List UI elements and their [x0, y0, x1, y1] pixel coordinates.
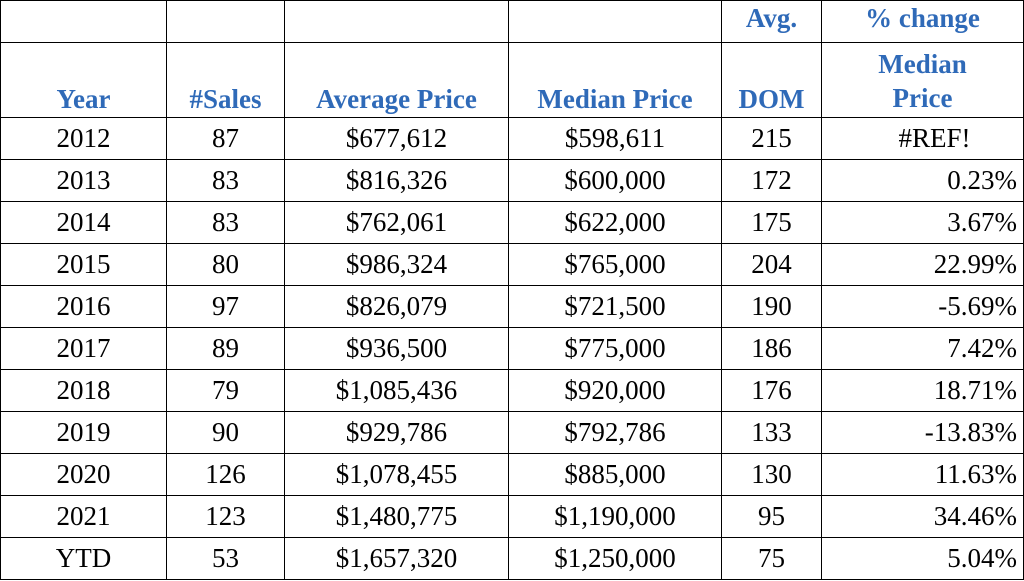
header-pct-change: % change: [821, 0, 1024, 43]
header-pct-line3: Price: [892, 83, 953, 113]
cell-sales: 89: [166, 327, 285, 370]
cell-dom: 215: [721, 117, 822, 160]
cell-average-price: $1,078,455: [284, 453, 509, 496]
cell-dom: 75: [721, 537, 822, 580]
cell-dom: 133: [721, 411, 822, 454]
table-row: 2020 126 $1,078,455 $885,000 130 11.63%: [0, 453, 1024, 496]
table-row: 2015 80 $986,324 $765,000 204 22.99%: [0, 243, 1024, 286]
cell-sales: 90: [166, 411, 285, 454]
cell-average-price: $986,324: [284, 243, 509, 286]
table-row: 2013 83 $816,326 $600,000 172 0.23%: [0, 159, 1024, 202]
cell-year: 2012: [0, 117, 167, 160]
cell-year: 2017: [0, 327, 167, 370]
cell-pct-change: 7.42%: [821, 327, 1024, 370]
header-median-price-change: Median Price: [821, 42, 1024, 118]
table-row: 2014 83 $762,061 $622,000 175 3.67%: [0, 201, 1024, 244]
cell-sales: 97: [166, 285, 285, 328]
cell-median-price: $920,000: [508, 369, 722, 412]
cell-pct-change: 18.71%: [821, 369, 1024, 412]
cell-median-price: $792,786: [508, 411, 722, 454]
cell-dom: 130: [721, 453, 822, 496]
header-sales: #Sales: [166, 42, 285, 118]
cell-pct-change: 22.99%: [821, 243, 1024, 286]
header-empty-cell: [0, 0, 167, 43]
cell-average-price: $816,326: [284, 159, 509, 202]
header-empty-cell: [508, 0, 722, 43]
cell-average-price: $1,085,436: [284, 369, 509, 412]
cell-sales: 53: [166, 537, 285, 580]
cell-year: 2015: [0, 243, 167, 286]
cell-year: YTD: [0, 537, 167, 580]
cell-average-price: $762,061: [284, 201, 509, 244]
cell-dom: 190: [721, 285, 822, 328]
cell-pct-change: 34.46%: [821, 495, 1024, 538]
cell-dom: 175: [721, 201, 822, 244]
header-empty-cell: [166, 0, 285, 43]
table-row: YTD 53 $1,657,320 $1,250,000 75 5.04%: [0, 537, 1024, 580]
cell-year: 2019: [0, 411, 167, 454]
cell-year: 2014: [0, 201, 167, 244]
cell-sales: 80: [166, 243, 285, 286]
table-row: 2021 123 $1,480,775 $1,190,000 95 34.46%: [0, 495, 1024, 538]
cell-pct-change: 11.63%: [821, 453, 1024, 496]
header-median-price: Median Price: [508, 42, 722, 118]
header-empty-cell: [284, 0, 509, 43]
header-year: Year: [0, 42, 167, 118]
cell-dom: 172: [721, 159, 822, 202]
cell-pct-change: -5.69%: [821, 285, 1024, 328]
cell-dom: 186: [721, 327, 822, 370]
header-average-price: Average Price: [284, 42, 509, 118]
cell-median-price: $600,000: [508, 159, 722, 202]
header-dom: DOM: [721, 42, 822, 118]
header-row: Year #Sales Average Price Median Price D…: [0, 42, 1024, 118]
cell-median-price: $765,000: [508, 243, 722, 286]
cell-year: 2020: [0, 453, 167, 496]
cell-average-price: $1,480,775: [284, 495, 509, 538]
cell-year: 2021: [0, 495, 167, 538]
cell-pct-change: #REF!: [821, 117, 1024, 160]
cell-average-price: $929,786: [284, 411, 509, 454]
header-dom-top: Avg.: [721, 0, 822, 43]
cell-year: 2018: [0, 369, 167, 412]
cell-dom: 204: [721, 243, 822, 286]
table-row: 2018 79 $1,085,436 $920,000 176 18.71%: [0, 369, 1024, 412]
cell-sales: 123: [166, 495, 285, 538]
cell-year: 2016: [0, 285, 167, 328]
table-body: 2012 87 $677,612 $598,611 215 #REF! 2013 83 $816…: [0, 117, 1024, 580]
cell-average-price: $936,500: [284, 327, 509, 370]
cell-median-price: $1,250,000: [508, 537, 722, 580]
cell-median-price: $622,000: [508, 201, 722, 244]
cell-median-price: $775,000: [508, 327, 722, 370]
cell-dom: 95: [721, 495, 822, 538]
table-row: 2016 97 $826,079 $721,500 190 -5.69%: [0, 285, 1024, 328]
cell-median-price: $721,500: [508, 285, 722, 328]
cell-pct-change: 5.04%: [821, 537, 1024, 580]
cell-average-price: $826,079: [284, 285, 509, 328]
header-top-row: Avg. % change: [0, 0, 1024, 43]
table-row: 2019 90 $929,786 $792,786 133 -13.83%: [0, 411, 1024, 454]
cell-pct-change: 3.67%: [821, 201, 1024, 244]
cell-average-price: $1,657,320: [284, 537, 509, 580]
cell-sales: 87: [166, 117, 285, 160]
cell-dom: 176: [721, 369, 822, 412]
cell-sales: 83: [166, 201, 285, 244]
cell-median-price: $885,000: [508, 453, 722, 496]
cell-sales: 126: [166, 453, 285, 496]
cell-median-price: $1,190,000: [508, 495, 722, 538]
cell-pct-change: -13.83%: [821, 411, 1024, 454]
table-row: 2017 89 $936,500 $775,000 186 7.42%: [0, 327, 1024, 370]
table-row: 2012 87 $677,612 $598,611 215 #REF!: [0, 117, 1024, 160]
cell-pct-change: 0.23%: [821, 159, 1024, 202]
cell-median-price: $598,611: [508, 117, 722, 160]
cell-average-price: $677,612: [284, 117, 509, 160]
cell-sales: 83: [166, 159, 285, 202]
cell-year: 2013: [0, 159, 167, 202]
cell-sales: 79: [166, 369, 285, 412]
header-pct-line2: Median: [878, 49, 967, 79]
